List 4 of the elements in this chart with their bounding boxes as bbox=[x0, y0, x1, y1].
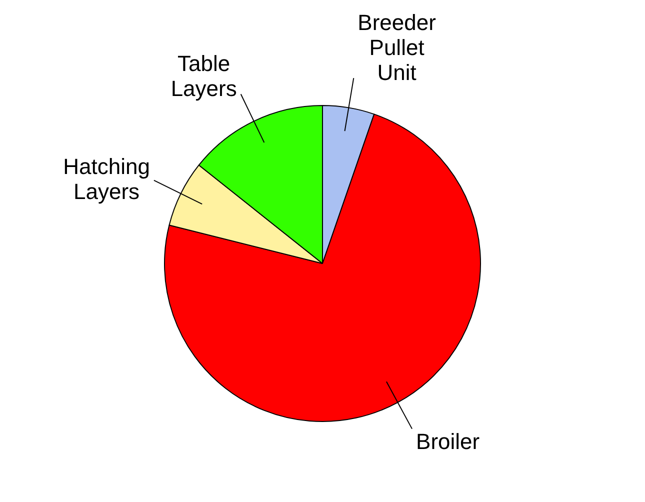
slice-label: Breeder Pullet Unit bbox=[358, 10, 436, 86]
slice-label: Hatching Layers bbox=[63, 154, 150, 204]
slice-label: Broiler bbox=[416, 428, 480, 454]
slice-label: Table Layers bbox=[170, 51, 237, 102]
